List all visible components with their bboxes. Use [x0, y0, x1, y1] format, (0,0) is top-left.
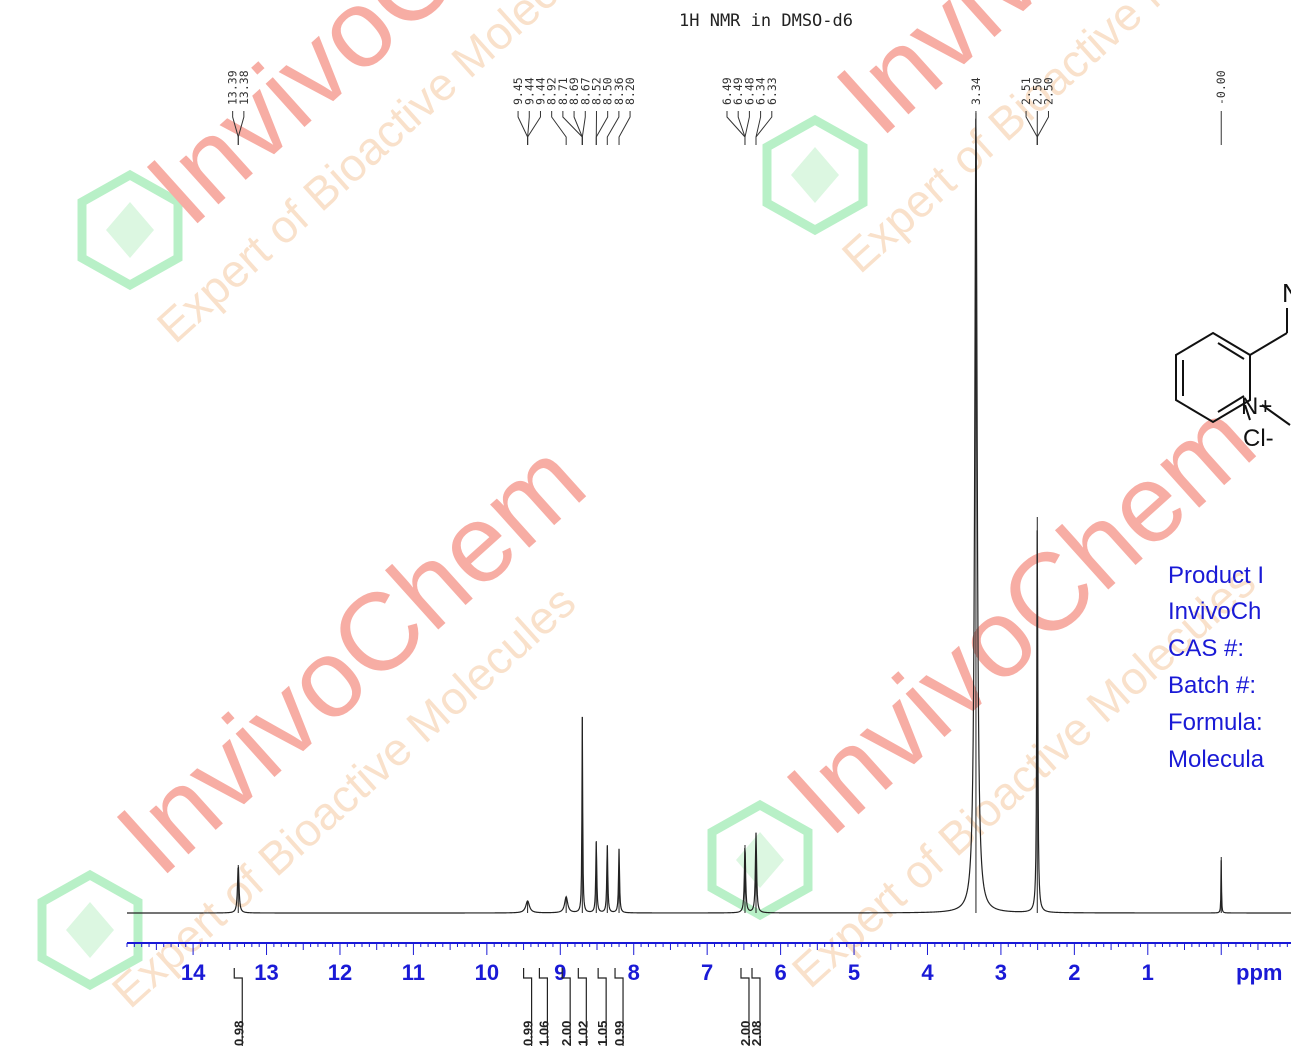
integral-bracket: [740, 968, 750, 1046]
x-tick-label: 10: [475, 960, 499, 985]
x-tick-label: 14: [181, 960, 206, 985]
peak-label: 2.50: [1041, 77, 1055, 105]
structure-label-n: N: [1282, 278, 1291, 308]
peak-label-leader: [606, 111, 620, 145]
peak-label-leader: [744, 111, 750, 145]
chart-title: 1H NMR in DMSO-d6: [679, 11, 853, 31]
peak-label-leader: [618, 111, 631, 145]
peak-label: 6.34: [754, 77, 768, 105]
integral-bracket: [614, 968, 624, 1046]
x-tick-label: 4: [921, 960, 934, 985]
x-tick-label: 2: [1068, 960, 1080, 985]
peak-label: 13.39: [226, 70, 240, 105]
peak-label: -0.00: [1214, 70, 1228, 105]
integral-value: 1.02: [575, 1021, 590, 1046]
integral-value: 1.05: [595, 1021, 610, 1046]
peak-label: 8.20: [623, 77, 637, 105]
peak-label: 8.92: [545, 77, 559, 105]
peak-label-leader: [573, 111, 583, 145]
integral-value: 0.99: [521, 1021, 536, 1046]
peak-label-leader: [1036, 111, 1049, 145]
info-catalog: InvivoCh: [1168, 598, 1262, 625]
integral-value: 2.08: [749, 1021, 764, 1046]
peak-label: 2.50: [1030, 77, 1044, 105]
peak-label: 6.48: [742, 77, 756, 105]
watermark-logo-icon: [77, 169, 183, 291]
integral-layer: 0.98 0.99 1.06 2.00 1.02 1.05 0.99 2.002.08: [231, 968, 764, 1046]
integral-bracket: [523, 968, 533, 1046]
peak-label-leader: [737, 111, 746, 145]
x-tick-label: 6: [774, 960, 786, 985]
integral-value: 2.00: [738, 1021, 753, 1046]
x-tick-label: 3: [995, 960, 1007, 985]
spectrum-trace: [127, 118, 1291, 914]
x-tick-label: 5: [848, 960, 860, 985]
integral-bracket: [233, 968, 243, 1046]
peak-label: 6.33: [765, 77, 779, 105]
peak-label: 9.44: [522, 77, 536, 105]
integral-bracket: [561, 968, 571, 1046]
integral-value: 1.06: [536, 1021, 551, 1046]
integral-value: 0.98: [231, 1021, 246, 1046]
peak-label-leader: [595, 111, 609, 145]
x-tick-label: 11: [402, 960, 425, 985]
integral-value: 2.00: [559, 1021, 574, 1046]
peak-label-leader: [517, 111, 529, 145]
plot-layer: [127, 113, 1291, 914]
peak-label: 8.67: [578, 77, 592, 105]
peak-label-leader: [581, 111, 586, 145]
x-axis: 14 13 12 11 10 9 8 7 6 5 4 3 2 1: [126, 942, 1291, 985]
peak-label-leader: [237, 111, 245, 145]
peak-label-leader: [755, 111, 773, 145]
x-tick-label: 9: [554, 960, 566, 985]
integral-bracket: [751, 968, 761, 1046]
integral-bracket: [577, 968, 587, 1046]
peak-label: 9.45: [511, 77, 525, 105]
x-tick-label: 7: [701, 960, 713, 985]
structure-label-n-plus: N+: [1241, 393, 1272, 420]
x-axis-label: ppm: [1236, 960, 1282, 985]
peak-label: 8.69: [567, 77, 581, 105]
peak-label-leader: [755, 111, 762, 145]
watermark-layer: InvivoChem Expert of Bioactive Molecules…: [37, 0, 1291, 1017]
x-tick-label: 12: [328, 960, 352, 985]
integral-bracket: [597, 968, 607, 1046]
peak-label: 8.36: [612, 77, 626, 105]
peak-label: 9.44: [533, 77, 547, 105]
peak-label: 6.49: [731, 77, 745, 105]
integral-value: 0.99: [612, 1021, 627, 1046]
peak-label: 13.38: [237, 70, 251, 105]
watermark-logo-icon: [762, 114, 868, 236]
x-tick-label: 8: [628, 960, 640, 985]
chemical-structure: [1175, 308, 1291, 426]
peak-label-leader: [527, 111, 541, 145]
info-cas: CAS #:: [1168, 635, 1245, 662]
watermark-logo-icon: [37, 869, 143, 991]
peak-label: 3.34: [969, 77, 983, 105]
x-tick-label: 1: [1142, 960, 1154, 985]
info-batch: Batch #:: [1168, 672, 1257, 699]
peak-label: 8.71: [556, 77, 570, 105]
info-product-name: Product I: [1168, 562, 1265, 589]
peak-label-leader: [551, 111, 567, 145]
info-molecular-weight: Molecula: [1168, 746, 1265, 773]
peak-label: 2.51: [1019, 77, 1033, 105]
watermark-logo-icon: [707, 799, 813, 921]
x-tick-label: 13: [254, 960, 278, 985]
peak-label: 6.49: [720, 77, 734, 105]
peak-label: 8.50: [601, 77, 615, 105]
integral-bracket: [538, 968, 548, 1046]
peak-label: 8.52: [589, 77, 603, 105]
info-formula: Formula:: [1168, 709, 1263, 736]
structure-label-chloride: Cl-: [1243, 425, 1274, 452]
